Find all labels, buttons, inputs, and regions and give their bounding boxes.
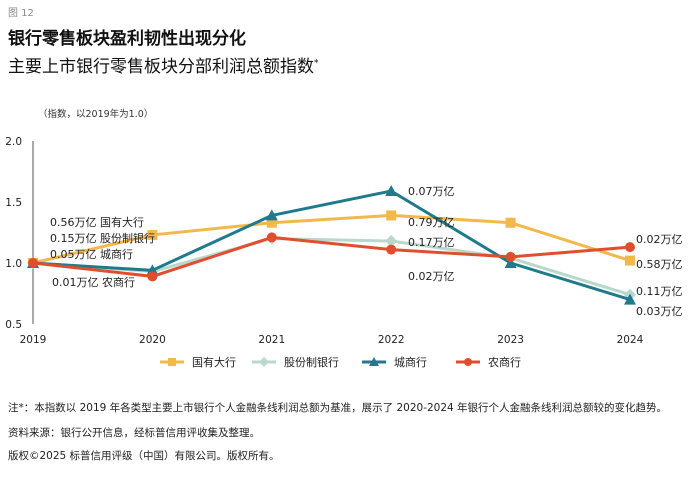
chart-title-text: 主要上市银行零售板块分部利润总额指数: [8, 57, 314, 77]
x-tick-label-1: 2020: [139, 334, 166, 346]
annotation-label-3: 0.01万亿 农商行: [52, 275, 135, 289]
chart-title-mark: *: [314, 58, 319, 69]
line-chart: 0.5 1.0 1.5 2.0 2019 2020 2021 2022 2023 2024 0.56…: [5, 136, 683, 369]
data-point-3-1: [147, 271, 158, 282]
x-tick-label-5: 2024: [617, 334, 644, 346]
legend-marker-1: [259, 357, 269, 367]
unit-note: （指数，以2019年为1.0）: [38, 109, 154, 120]
x-tick-label-0: 2019: [20, 334, 47, 346]
footnotes: 注*：本指数以 2019 年各类型主要上市银行个人金融条线利润总额为基准，展示了…: [8, 400, 692, 465]
legend-label-3: 农商行: [488, 355, 521, 369]
data-point-2-4: [504, 257, 517, 268]
data-point-2-3: [385, 185, 398, 197]
legend-marker-3: [464, 358, 472, 366]
annotation-label-8: 0.02万亿: [636, 233, 683, 246]
data-point-3-2: [266, 232, 277, 243]
series-line-3: [32, 235, 631, 278]
data-point-2-2: [265, 209, 278, 221]
x-tick-label-2: 2021: [258, 334, 285, 346]
annotation-label-6: 0.17万亿: [408, 236, 455, 249]
annotation-label-10: 0.11万亿: [636, 285, 683, 298]
series-line-2: [32, 189, 631, 302]
y-tick-label-1: 1.0: [5, 258, 22, 270]
y-tick-label-3: 2.0: [5, 136, 22, 148]
data-point-0-3: [386, 210, 397, 221]
data-point-3-3: [386, 244, 397, 255]
annotation-label-11: 0.03万亿: [636, 305, 683, 318]
data-point-0-4: [505, 217, 516, 228]
figure-label: 图 12: [8, 8, 34, 19]
data-point-0-5: [625, 255, 635, 266]
data-point-1-3: [385, 235, 398, 248]
x-tick-label-4: 2023: [497, 334, 524, 346]
footnote-source: 资料来源：银行公开信息，经标普信用评收集及整理。: [8, 427, 260, 439]
data-point-0-1: [147, 229, 158, 240]
legend-marker-0: [168, 358, 176, 366]
annotation-label-9: 0.58万亿: [636, 258, 683, 271]
headline: 银行零售板块盈利韧性出现分化: [8, 29, 246, 49]
chart-title: 主要上市银行零售板块分部利润总额指数*: [8, 52, 319, 77]
annotation-label-4: 0.07万亿: [408, 185, 455, 198]
annotation-label-0: 0.56万亿 国有大行: [50, 215, 144, 229]
data-point-2-5: [624, 293, 636, 305]
series-line-0: [32, 213, 631, 265]
annotation-label-2: 0.05万亿 城商行: [50, 247, 133, 261]
legend-label-0: 国有大行: [192, 355, 236, 369]
x-tick-label-3: 2022: [378, 334, 405, 346]
footnote-copyright: 版权©2025 标普信用评级（中国）有限公司。版权所有。: [8, 450, 280, 462]
y-tick-label-2: 1.5: [5, 197, 22, 209]
annotation-label-1: 0.15万亿 股份制银行: [50, 231, 155, 245]
data-point-3-5: [625, 242, 635, 253]
annotation-label-7: 0.02万亿: [408, 270, 455, 283]
data-point-3-4: [505, 251, 516, 262]
footnote-note: 注*：本指数以 2019 年各类型主要上市银行个人金融条线利润总额为基准，展示了…: [8, 402, 668, 414]
data-point-0-2: [266, 217, 277, 228]
legend-label-1: 股份制银行: [284, 355, 339, 369]
data-point-3-0: [28, 258, 38, 268]
legend-marker-2: [369, 357, 379, 366]
legend-label-2: 城商行: [394, 355, 427, 369]
y-tick-label-0: 0.5: [5, 319, 22, 331]
annotation-label-5: 0.79万亿: [408, 216, 455, 229]
